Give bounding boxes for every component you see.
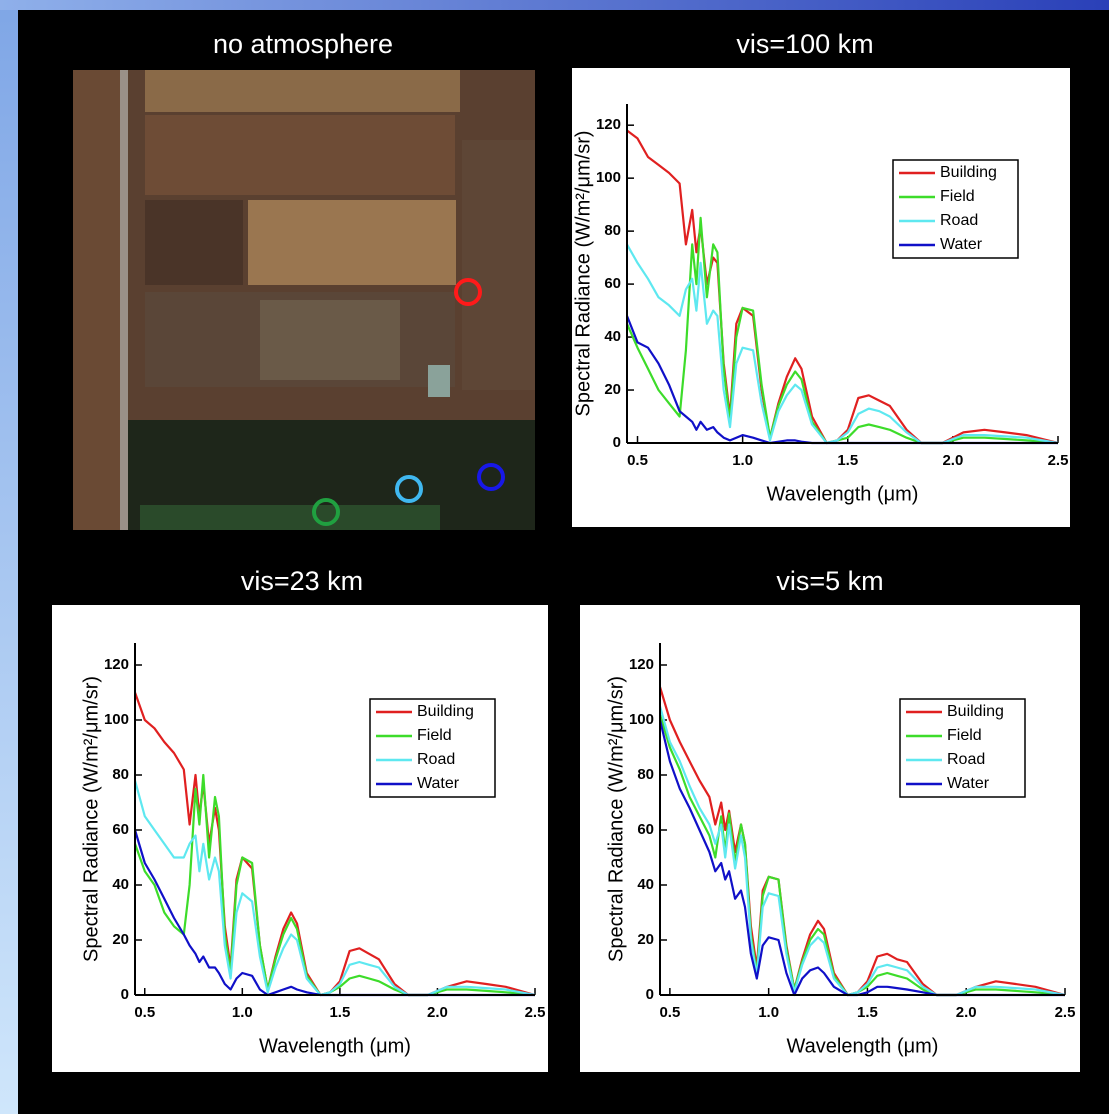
y-axis-label: Spectral Radiance (W/m²/μm/sr) xyxy=(572,130,594,416)
y-tick-label: 120 xyxy=(629,656,654,673)
x-tick-label: 2.0 xyxy=(956,1004,977,1021)
y-tick-label: 120 xyxy=(596,116,621,133)
series-line xyxy=(658,719,1065,997)
x-tick-label: 2.0 xyxy=(427,1004,448,1021)
legend-label: Road xyxy=(940,212,978,229)
y-tick-label: 120 xyxy=(104,656,129,673)
x-tick-label: 1.0 xyxy=(758,1004,779,1021)
x-tick-label: 0.5 xyxy=(627,452,648,469)
chart-background xyxy=(580,605,1080,1072)
legend-label: Field xyxy=(417,727,452,744)
y-tick-label: 0 xyxy=(121,986,129,1003)
y-tick-label: 20 xyxy=(637,931,654,948)
legend-label: Road xyxy=(947,751,985,768)
x-axis-label: Wavelength (μm) xyxy=(767,483,919,505)
y-tick-label: 0 xyxy=(613,434,621,451)
y-tick-label: 100 xyxy=(596,169,621,186)
y-tick-label: 60 xyxy=(604,275,621,292)
series-line xyxy=(133,780,536,997)
chart-background xyxy=(572,68,1070,527)
legend-label: Building xyxy=(947,703,1004,720)
x-tick-label: 1.5 xyxy=(837,452,858,469)
series-line xyxy=(658,706,1066,997)
legend-label: Field xyxy=(940,188,975,205)
legend-box xyxy=(892,159,1019,259)
x-tick-label: 2.5 xyxy=(1055,1004,1076,1021)
x-tick-label: 2.5 xyxy=(1048,452,1069,469)
y-tick-label: 60 xyxy=(637,821,654,838)
x-tick-label: 1.5 xyxy=(857,1004,878,1021)
legend-box xyxy=(369,698,496,798)
aerial-image xyxy=(73,70,535,530)
legend-label: Road xyxy=(417,751,455,768)
y-axis-label: Spectral Radiance (W/m²/μm/sr) xyxy=(80,676,102,962)
image-title: no atmosphere xyxy=(213,29,393,59)
x-axis-label: Wavelength (μm) xyxy=(787,1035,939,1057)
x-tick-label: 1.5 xyxy=(329,1004,350,1021)
legend-label: Water xyxy=(940,236,983,253)
legend-label: Field xyxy=(947,727,982,744)
legend-label: Building xyxy=(940,164,997,181)
series-line xyxy=(625,216,1059,445)
y-tick-label: 20 xyxy=(112,931,129,948)
y-tick-label: 80 xyxy=(637,766,654,783)
x-tick-label: 1.0 xyxy=(732,452,753,469)
y-tick-label: 60 xyxy=(112,821,129,838)
y-tick-label: 80 xyxy=(604,222,621,239)
y-tick-label: 20 xyxy=(604,381,621,398)
y-tick-label: 40 xyxy=(637,876,654,893)
legend-label: Water xyxy=(417,775,460,792)
x-tick-label: 0.5 xyxy=(134,1004,155,1021)
top-strip xyxy=(0,0,1109,10)
series-line xyxy=(133,773,536,997)
legend-box xyxy=(899,698,1026,798)
y-tick-label: 40 xyxy=(604,328,621,345)
y-tick-label: 100 xyxy=(104,711,129,728)
x-axis-label: Wavelength (μm) xyxy=(259,1035,411,1057)
y-tick-label: 100 xyxy=(629,711,654,728)
y-axis-label: Spectral Radiance (W/m²/μm/sr) xyxy=(605,676,627,962)
legend-label: Water xyxy=(947,775,990,792)
x-tick-label: 2.5 xyxy=(525,1004,546,1021)
x-tick-label: 0.5 xyxy=(659,1004,680,1021)
chart-title: vis=5 km xyxy=(776,566,883,596)
y-tick-label: 40 xyxy=(112,876,129,893)
chart-title: vis=23 km xyxy=(241,566,363,596)
legend-label: Building xyxy=(417,703,474,720)
y-tick-label: 80 xyxy=(112,766,129,783)
x-tick-label: 1.0 xyxy=(232,1004,253,1021)
y-tick-label: 0 xyxy=(646,986,654,1003)
x-tick-label: 2.0 xyxy=(942,452,963,469)
chart-title: vis=100 km xyxy=(736,29,873,59)
series-line xyxy=(626,243,1059,445)
